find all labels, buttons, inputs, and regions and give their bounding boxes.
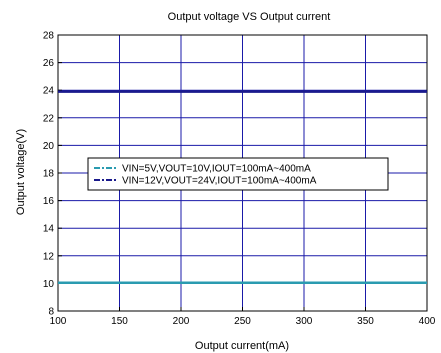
- legend-box: [87, 157, 389, 191]
- y-tick-label: 28: [43, 31, 55, 42]
- y-tick-label: 8: [48, 307, 54, 318]
- y-tick-label: 24: [43, 86, 55, 97]
- y-axis-label: Output voltage(V): [15, 129, 27, 215]
- x-tick-label: 250: [234, 316, 251, 327]
- y-tick-label: 16: [43, 196, 55, 207]
- series-group: [58, 90, 427, 284]
- y-tick-label: 10: [43, 279, 55, 290]
- x-tick-label: 150: [111, 316, 128, 327]
- x-tick-label: 400: [419, 316, 436, 327]
- y-tick-label: 14: [43, 224, 55, 235]
- legend: VIN=5V,VOUT=10V,IOUT=100mA~400mAVIN=12V,…: [87, 157, 389, 191]
- y-tick-label: 22: [43, 113, 55, 124]
- legend-label-2: VIN=12V,VOUT=24V,IOUT=100mA~400mA: [122, 176, 317, 187]
- y-tick-label: 26: [43, 58, 55, 69]
- x-axis: 100 150 200 250 300 350 400: [50, 307, 436, 327]
- y-axis: 8 10 12 14 16 18 20 22 24 26 28: [43, 31, 62, 318]
- x-tick-label: 100: [50, 316, 67, 327]
- y-tick-label: 18: [43, 169, 55, 180]
- x-tick-label: 300: [296, 316, 313, 327]
- y-tick-label: 12: [43, 251, 55, 262]
- legend-label-1: VIN=5V,VOUT=10V,IOUT=100mA~400mA: [122, 164, 311, 175]
- x-axis-label: Output current(mA): [195, 340, 289, 352]
- x-tick-label: 350: [357, 316, 374, 327]
- y-tick-label: 20: [43, 141, 55, 152]
- x-tick-label: 200: [173, 316, 190, 327]
- chart-title: Output voltage VS Output current: [168, 11, 331, 23]
